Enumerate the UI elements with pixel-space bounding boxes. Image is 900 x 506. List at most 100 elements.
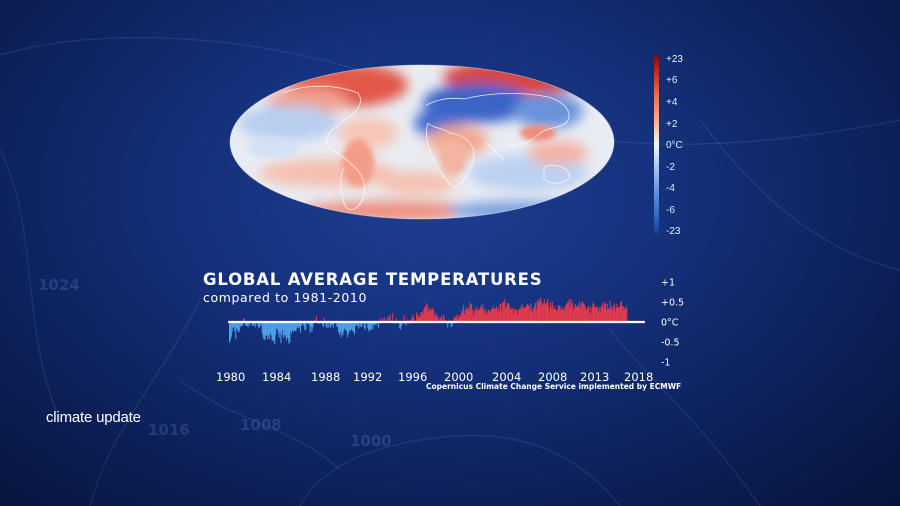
- bar: [581, 301, 583, 322]
- bar: [604, 303, 607, 322]
- bar: [399, 322, 401, 329]
- bar: [262, 322, 264, 338]
- bar: [554, 309, 556, 322]
- bar: [386, 317, 388, 322]
- bar: [421, 312, 423, 322]
- bar: [355, 322, 357, 326]
- bar: [557, 305, 560, 322]
- bar: [603, 308, 605, 322]
- bar: [582, 303, 584, 322]
- bar: [303, 322, 305, 326]
- bar: [532, 311, 534, 322]
- bar: [417, 314, 419, 322]
- bar: [611, 305, 613, 322]
- bar: [605, 310, 607, 322]
- x-tick-label: 2000: [444, 370, 473, 384]
- bar: [338, 322, 340, 332]
- bar: [271, 322, 273, 341]
- bar: [447, 322, 449, 328]
- scale-label-plus4: +4: [666, 97, 678, 108]
- bar: [616, 303, 618, 322]
- bar: [492, 306, 494, 322]
- bar: [496, 309, 498, 322]
- bar: [489, 312, 491, 322]
- bar: [291, 322, 293, 330]
- bar: [501, 311, 503, 322]
- bar: [243, 318, 245, 322]
- bar: [537, 300, 539, 322]
- bar: [254, 322, 256, 328]
- bar: [568, 299, 570, 322]
- bar: [242, 322, 244, 326]
- bar: [340, 322, 342, 338]
- bar: [265, 322, 267, 336]
- bar: [281, 322, 283, 336]
- bar: [548, 306, 550, 322]
- bar: [465, 307, 467, 322]
- bar: [512, 314, 514, 322]
- bar: [480, 304, 482, 322]
- bar: [448, 319, 450, 322]
- bar: [533, 308, 535, 322]
- bar: [593, 304, 595, 322]
- bar: [602, 303, 604, 322]
- bar: [585, 310, 587, 322]
- bar: [457, 314, 459, 322]
- bar: [612, 306, 614, 322]
- x-tick-label: 2004: [492, 370, 521, 384]
- bar: [440, 316, 442, 322]
- bar: [258, 322, 260, 328]
- bar: [304, 322, 306, 331]
- bar: [323, 322, 325, 327]
- bar: [591, 306, 593, 322]
- bar: [615, 307, 617, 322]
- credit-text: Copernicus Climate Change Service implem…: [426, 382, 682, 391]
- scale-label-plus2: +2: [666, 119, 678, 130]
- bar: [388, 316, 390, 322]
- bar: [483, 310, 485, 322]
- bar: [432, 308, 434, 322]
- bar: [590, 313, 592, 322]
- bar: [491, 308, 493, 322]
- bar: [437, 315, 439, 322]
- bar: [292, 322, 294, 332]
- chart-subtitle: compared to 1981-2010: [203, 290, 368, 305]
- bar: [290, 322, 292, 332]
- bar: [550, 307, 552, 322]
- bar: [468, 309, 470, 322]
- bar: [362, 322, 364, 325]
- bar: [547, 299, 549, 322]
- bar: [308, 322, 310, 325]
- bar: [581, 303, 583, 322]
- bar: [418, 316, 420, 322]
- bar: [229, 322, 231, 343]
- bar: [377, 322, 380, 328]
- bar: [442, 314, 444, 322]
- bar: [535, 309, 537, 322]
- bar: [259, 322, 261, 328]
- bar: [413, 318, 415, 322]
- bar: [245, 322, 247, 326]
- bar: [369, 322, 371, 330]
- bar: [563, 309, 565, 322]
- bar: [575, 306, 577, 322]
- bar: [268, 322, 270, 336]
- bar: [560, 306, 562, 322]
- bar: [528, 305, 530, 322]
- bar: [360, 322, 362, 327]
- bar: [291, 322, 293, 334]
- bar: [510, 309, 512, 322]
- bar: [456, 318, 458, 322]
- bar: [233, 322, 235, 327]
- scale-label-minus6: -6: [666, 205, 675, 216]
- scale-label-plus23: +23: [666, 54, 683, 65]
- bar: [505, 308, 507, 322]
- bar: [307, 322, 309, 325]
- bar: [497, 308, 499, 322]
- bar: [409, 319, 411, 322]
- bar: [624, 308, 626, 322]
- bar: [429, 310, 431, 322]
- bar: [416, 312, 418, 322]
- bar: [434, 312, 436, 322]
